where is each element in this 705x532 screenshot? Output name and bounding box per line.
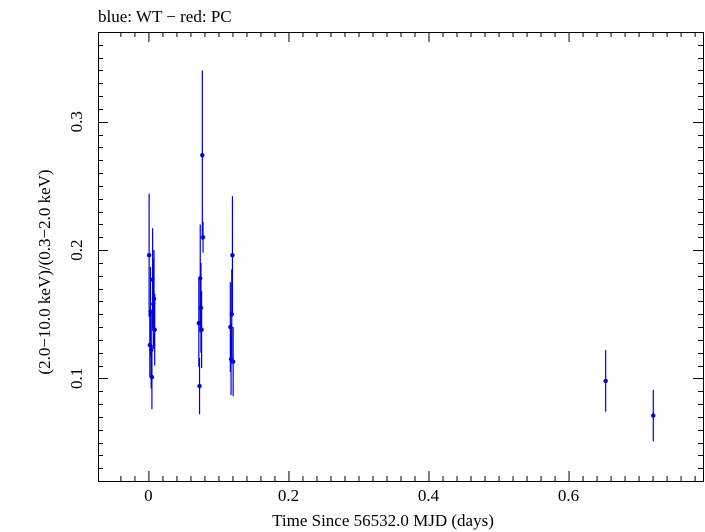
x-tick-label: 0.2 — [278, 486, 299, 505]
y-axis-label: (2.0−10.0 keV)/(0.3−2.0 keV) — [35, 169, 54, 374]
data-marker — [198, 276, 203, 281]
data-point — [149, 345, 155, 410]
data-point — [200, 70, 205, 240]
data-marker — [229, 312, 234, 317]
x-axis: 0 0.2 0.4 0.6 — [120, 32, 696, 505]
data-point — [146, 193, 152, 317]
data-point — [230, 327, 236, 397]
y-axis: 0.1 0.2 0.3 — [67, 32, 703, 482]
data-point — [199, 291, 204, 369]
data-point — [230, 196, 235, 315]
y-tick-label: 0.3 — [67, 111, 86, 132]
data-points — [146, 70, 656, 442]
data-marker — [230, 359, 236, 364]
data-point — [197, 357, 202, 415]
data-marker — [149, 374, 155, 380]
x-tick-label: 0.6 — [558, 486, 579, 505]
data-marker — [197, 383, 202, 389]
x-axis-label: Time Since 56532.0 MJD (days) — [272, 511, 494, 530]
data-marker — [152, 327, 157, 332]
plot-frame — [98, 32, 704, 482]
data-marker — [230, 253, 235, 258]
data-marker — [151, 296, 157, 302]
data-marker — [146, 253, 152, 258]
data-point — [603, 350, 608, 412]
x-tick-label: 0 — [144, 486, 153, 505]
data-marker — [603, 378, 608, 384]
chart-title: blue: WT − red: PC — [98, 7, 232, 26]
x-tick-label: 0.4 — [418, 486, 440, 505]
data-point — [152, 293, 157, 366]
data-marker — [200, 235, 206, 240]
y-tick-label: 0.1 — [67, 368, 86, 389]
data-marker — [198, 305, 204, 311]
data-marker — [200, 152, 205, 158]
y-tick-label: 0.2 — [67, 239, 86, 260]
data-point — [200, 221, 206, 253]
data-marker — [651, 413, 656, 418]
data-marker — [199, 327, 204, 332]
data-point — [651, 389, 656, 442]
